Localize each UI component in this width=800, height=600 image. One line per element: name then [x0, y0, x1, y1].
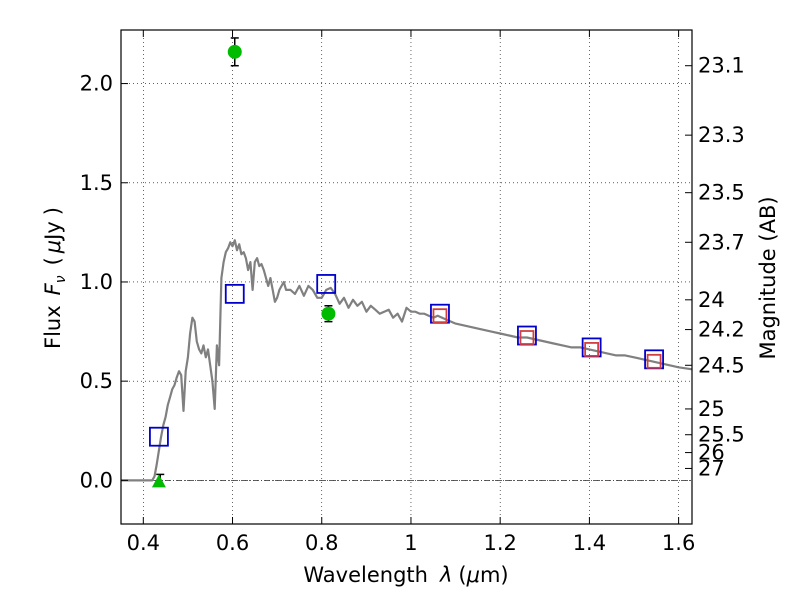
series-layer [121, 37, 693, 488]
observed-photometry-square [432, 308, 448, 324]
detection-point [227, 44, 242, 59]
y-axis-left: 0.0 0.5 1.0 1.5 2.0 [80, 72, 128, 492]
model-photometry-square [316, 274, 337, 294]
y-axis-title-unit-rest: Jy [41, 221, 65, 242]
mag-tick-label: 23.7 [698, 230, 745, 254]
mag-tick-label: 23.3 [698, 123, 745, 147]
x-tick-label: 1.6 [662, 531, 695, 555]
x-axis-title-unit-open: ( [458, 563, 466, 587]
sed-model-line [121, 239, 693, 482]
x-axis-title-unit-rest: m) [480, 563, 509, 587]
mag-tick-label: 23.5 [698, 181, 745, 205]
y2-axis-title: Magnitude (AB) [756, 196, 780, 359]
y-axis-title-subscript: ν [53, 275, 69, 283]
plot-frame [120, 29, 693, 525]
x-axis-title: Wavelength λ (μm) [303, 563, 508, 587]
x-tick-label: 1.4 [573, 531, 606, 555]
observed-photometry-square [519, 330, 535, 345]
mag-tick-label: 24.2 [698, 318, 745, 342]
upper-limit-triangle [151, 474, 166, 488]
model-photometry-square [224, 283, 245, 304]
mag-tick-label: 25 [698, 397, 725, 421]
x-axis-title-symbol: λ [439, 563, 452, 587]
y-tick-label: 2.0 [80, 72, 113, 96]
x-axis-title-text: Wavelength [303, 563, 428, 587]
observed-photometry-square [584, 342, 600, 357]
x-axis: 0.4 0.6 0.8 1 1.2 1.4 1.6 [127, 30, 695, 555]
x-tick-label: 0.6 [216, 531, 249, 555]
mag-tick-label: 25.5 [698, 423, 745, 447]
y-tick-label: 1.0 [80, 270, 113, 294]
x-axis-title-unit-mu: μ [466, 563, 480, 587]
model-photometry-square [149, 426, 169, 447]
observed-photometry-square [646, 353, 662, 369]
y-axis-title-unit-mu: μ [41, 240, 65, 254]
mag-tick-label: 24.5 [698, 353, 745, 377]
mag-tick-label: 24 [698, 288, 725, 312]
detection-point [321, 306, 336, 321]
mag-tick-label: 26 [698, 441, 725, 465]
y-tick-label: 0.0 [80, 468, 113, 492]
mag-tick-label: 27 [698, 456, 725, 480]
y-tick-label: 0.5 [80, 369, 113, 393]
x-tick-label: 0.4 [127, 531, 160, 555]
y-tick-label: 1.5 [80, 171, 113, 195]
y-axis-title: Flux Fν ( μJy) [41, 207, 69, 349]
x-tick-label: 1.2 [483, 531, 516, 555]
y-axis-title-unit-close: ) [41, 207, 65, 215]
y-axis-title-unit-open: ( [41, 257, 65, 265]
y-axis-title-text: Flux [41, 305, 65, 349]
x-tick-label: 1 [404, 531, 417, 555]
y-axis-title-symbol: F [41, 282, 65, 295]
x-tick-label: 0.8 [305, 531, 338, 555]
mag-tick-label: 23.1 [698, 54, 745, 78]
